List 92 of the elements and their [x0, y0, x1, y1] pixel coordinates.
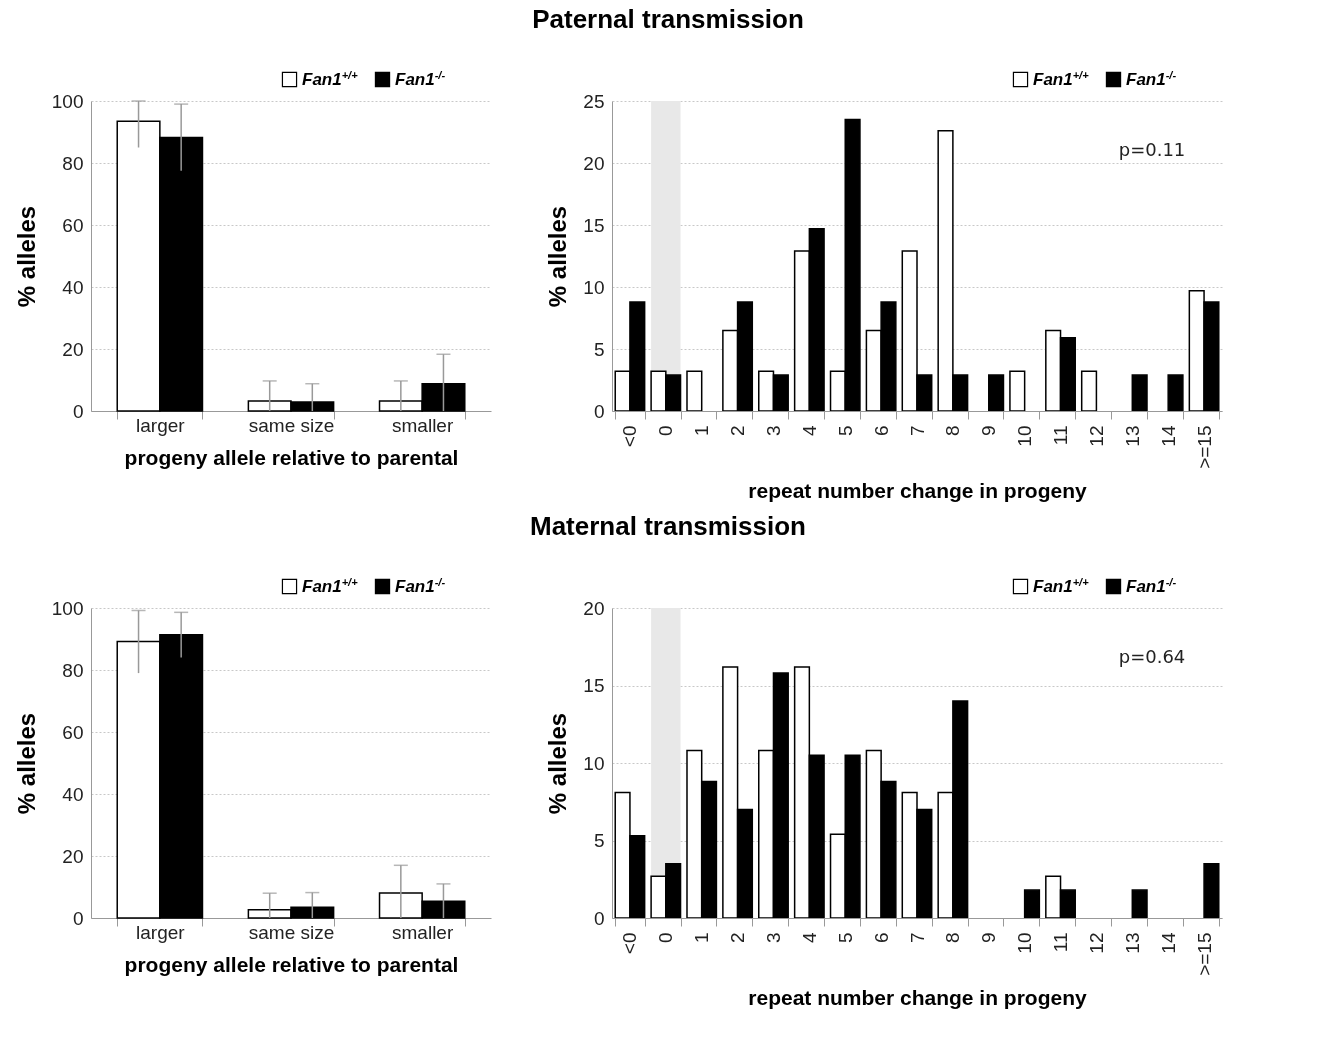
y-tick-label: 5	[593, 338, 605, 360]
y-tick-label: 10	[583, 752, 605, 774]
y-axis-title: % alleles	[12, 205, 40, 308]
x-tick-label: 1	[691, 425, 713, 437]
legend-label: Fan1$^{+/+}$	[1033, 575, 1090, 596]
y-tick-label: 80	[62, 152, 84, 174]
y-tick-label: 15	[583, 675, 605, 696]
annotation: p=0.11	[1118, 139, 1186, 160]
y-tick-label: 60	[62, 214, 84, 236]
x-tick-label: 11	[1050, 425, 1072, 446]
bar	[1131, 889, 1148, 919]
text: Maternal transmission	[529, 511, 807, 542]
x-tick-label: 4	[798, 932, 820, 944]
x-axis-title: repeat number change in progeny	[748, 478, 1088, 502]
y-tick-label: 100	[51, 597, 84, 619]
bar	[1009, 370, 1026, 412]
y-tick-label: 0	[593, 907, 605, 929]
x-tick-label: 5	[834, 425, 856, 437]
y-axis-title: % alleles	[544, 205, 572, 308]
x-tick-label: 6	[870, 425, 892, 437]
x-tick-label: 7	[906, 932, 928, 944]
x-tick-label: larger	[136, 414, 186, 436]
legend-label: Fan1$^{-/-}$	[395, 575, 446, 596]
y-tick-label: 0	[72, 400, 84, 422]
bar	[686, 370, 703, 412]
y-tick-label: 5	[593, 830, 605, 851]
bar	[1080, 370, 1098, 412]
x-tick-label: 6	[870, 932, 892, 944]
x-axis-title: repeat number change in progeny	[748, 985, 1088, 1009]
y-tick-label: 20	[62, 845, 84, 867]
x-tick-label: 12	[1085, 425, 1107, 447]
y-tick-label: 10	[583, 276, 605, 298]
x-tick-label: >=15	[1193, 932, 1215, 976]
y-tick-label: 80	[62, 659, 84, 681]
x-tick-label: larger	[136, 921, 186, 943]
x-tick-label: 9	[978, 932, 1000, 944]
bar	[1023, 889, 1041, 919]
y-tick-label: 40	[62, 783, 84, 805]
y-tick-label: 20	[583, 597, 605, 619]
x-axis-title: progeny allele relative to parental	[124, 445, 459, 469]
y-tick-label: 100	[51, 90, 84, 112]
y-tick-label: 20	[62, 338, 84, 360]
x-tick-label: >=15	[1193, 425, 1215, 469]
x-tick-label: 2	[727, 425, 749, 437]
y-tick-label: 15	[583, 214, 605, 236]
text: Paternal transmission	[531, 4, 805, 35]
y-axis-title: % alleles	[12, 712, 40, 815]
x-tick-label: 0	[655, 932, 677, 944]
legend-label: Fan1$^{+/+}$	[302, 575, 359, 596]
bar	[1167, 374, 1184, 412]
x-tick-label: 9	[978, 425, 1000, 437]
legend-label: Fan1$^{+/+}$	[1033, 68, 1090, 89]
x-tick-label: 5	[834, 932, 856, 944]
bar	[988, 374, 1005, 412]
bar	[1131, 374, 1148, 412]
y-tick-label: 60	[62, 721, 84, 743]
x-tick-label: 0	[655, 425, 677, 437]
legend-label: Fan1$^{+/+}$	[302, 68, 359, 89]
y-tick-label: 0	[593, 400, 605, 422]
x-tick-label: 13	[1121, 425, 1143, 447]
x-tick-label: 12	[1085, 932, 1107, 954]
x-tick-label: same size	[248, 921, 335, 943]
x-tick-label: <0	[619, 932, 641, 955]
x-tick-label: 11	[1050, 932, 1072, 953]
x-tick-label: 14	[1157, 425, 1179, 447]
x-tick-label: 13	[1121, 932, 1143, 954]
x-tick-label: smaller	[392, 921, 454, 943]
legend-label: Fan1$^{-/-}$	[1126, 575, 1177, 596]
x-tick-label: 4	[798, 425, 820, 437]
y-tick-label: 0	[72, 907, 84, 929]
x-tick-label: 14	[1157, 932, 1179, 954]
y-tick-label: 20	[583, 152, 605, 174]
annotation: p=0.64	[1118, 646, 1186, 667]
x-tick-label: 7	[906, 425, 928, 437]
x-axis-title: progeny allele relative to parental	[124, 952, 459, 976]
x-tick-label: 10	[1014, 932, 1036, 954]
x-tick-label: 10	[1014, 425, 1036, 447]
x-tick-label: 3	[762, 932, 784, 944]
x-tick-label: smaller	[392, 414, 454, 436]
legend-label: Fan1$^{-/-}$	[1126, 68, 1177, 89]
x-tick-label: 3	[762, 425, 784, 437]
x-tick-label: same size	[248, 414, 335, 436]
x-tick-label: 8	[942, 932, 964, 944]
y-tick-label: 40	[62, 276, 84, 298]
bar	[1203, 863, 1220, 919]
y-axis-title: % alleles	[544, 712, 572, 815]
y-tick-label: 25	[583, 90, 605, 112]
legend-label: Fan1$^{-/-}$	[395, 68, 446, 89]
x-tick-label: 2	[727, 932, 749, 944]
x-tick-label: 1	[691, 932, 713, 944]
x-tick-label: 8	[942, 425, 964, 437]
x-tick-label: <0	[619, 425, 641, 448]
